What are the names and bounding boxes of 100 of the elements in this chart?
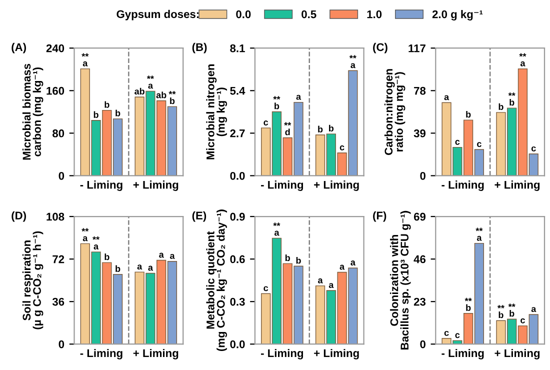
- data-label: ** a: [146, 76, 154, 89]
- data-label: a: [340, 264, 345, 270]
- data-label: b: [318, 126, 323, 132]
- data-label: c: [531, 146, 536, 152]
- x-tick-label: - Liming: [260, 348, 304, 360]
- y-tick-label: 108: [46, 212, 64, 221]
- y-tick-label: 0: [420, 172, 426, 180]
- data-label: ** b: [273, 96, 280, 110]
- y-tick-label: 160: [46, 86, 64, 95]
- data-label: ** b: [168, 91, 176, 104]
- x-tick-label: + Liming: [133, 180, 178, 191]
- data-label: c: [264, 286, 268, 292]
- y-tick-label: 0: [58, 340, 64, 348]
- x-tick-label: + Liming: [314, 180, 359, 191]
- y-tick-label: 36: [52, 298, 64, 306]
- y-tick-label: 46: [414, 255, 426, 264]
- y-tick-label: 23: [414, 298, 426, 306]
- y-tick-label: 117: [408, 44, 426, 52]
- data-label: b: [498, 103, 504, 110]
- data-label: b: [104, 101, 110, 108]
- chart-title: (D): [12, 211, 26, 222]
- data-label: b: [104, 253, 110, 260]
- data-label: a: [296, 94, 302, 100]
- legend-label: 0.0: [236, 10, 251, 18]
- chart-title: (E): [192, 211, 206, 222]
- data-label: c: [455, 140, 460, 145]
- data-label: ** d: [284, 122, 292, 136]
- data-label: c: [477, 142, 482, 148]
- data-label: a: [444, 95, 450, 100]
- data-label: c: [264, 120, 268, 126]
- y-tick-label: 0: [420, 340, 426, 348]
- data-label: a: [531, 307, 536, 312]
- data-label: b: [94, 111, 98, 118]
- data-label: ab: [156, 92, 166, 98]
- chart-title: (F): [373, 211, 386, 222]
- data-label: ** a: [476, 228, 483, 241]
- legend-label: 1.0: [367, 10, 382, 18]
- legend-label: 0.5: [302, 10, 316, 18]
- y-tick-label: 0.0: [230, 172, 245, 180]
- data-label: a: [318, 278, 323, 284]
- data-label: a: [137, 264, 142, 270]
- y-axis-title: Microbial nitrogen (mg kg⁻¹): [206, 64, 228, 160]
- y-tick-label: 240: [46, 44, 64, 52]
- x-tick-label: - Liming: [80, 180, 122, 191]
- data-label: ** a: [349, 55, 356, 68]
- data-label: a: [350, 260, 356, 266]
- data-label: ** a: [273, 222, 280, 236]
- y-tick-label: 0.6: [230, 255, 245, 264]
- x-tick-label: - Liming: [442, 348, 484, 360]
- x-tick-label: - Liming: [260, 180, 304, 191]
- data-label: a: [328, 283, 334, 288]
- data-label: ** b: [508, 304, 516, 317]
- data-label: ** b: [464, 298, 472, 311]
- legend-label: 2.0 g kg⁻¹: [432, 10, 483, 20]
- y-tick-label: 0: [58, 172, 64, 180]
- data-label: ** a: [519, 53, 526, 66]
- y-tick-label: 2.7: [230, 129, 245, 138]
- data-label: c: [444, 330, 449, 336]
- data-label: ** b: [508, 92, 516, 106]
- data-label: b: [116, 110, 120, 116]
- data-label: ** a: [82, 53, 89, 66]
- x-tick-label: + Liming: [494, 348, 540, 360]
- x-tick-label: - Liming: [80, 348, 122, 360]
- x-tick-label: - Liming: [442, 180, 484, 191]
- y-tick-label: 72: [52, 255, 64, 264]
- legend-title: Gypsum doses:: [116, 10, 199, 20]
- data-label: a: [159, 252, 164, 258]
- data-label: ** b: [497, 305, 504, 318]
- y-tick-label: 0.0: [230, 340, 245, 348]
- data-label: b: [328, 124, 334, 132]
- data-label: c: [455, 333, 460, 338]
- y-axis-title: Colonization with Bacillus sp. (x10³ CFU g⁻¹): [390, 210, 411, 350]
- data-label: b: [116, 265, 120, 272]
- y-axis-title: Metabolic quotient (mg C-CO₂ kg⁻¹ CO₂ day⁻¹): [206, 210, 228, 352]
- data-label: ** a: [82, 228, 89, 242]
- y-tick-label: 39: [414, 129, 426, 138]
- y-tick-label: 69: [414, 212, 426, 221]
- chart-title: (C): [373, 42, 388, 54]
- data-label: a: [148, 266, 154, 271]
- y-axis-title: Soil respiration (µ g C-CO₂ g⁻¹ h⁻¹): [22, 231, 44, 330]
- data-label: a: [170, 254, 175, 259]
- y-tick-label: 0.3: [230, 298, 245, 306]
- data-label: b: [285, 254, 290, 262]
- x-tick-label: + Liming: [494, 180, 540, 191]
- chart-title: (B): [192, 42, 207, 54]
- data-label: ** a: [92, 236, 100, 250]
- y-tick-label: 80: [52, 129, 64, 138]
- data-label: c: [520, 318, 525, 324]
- y-tick-label: 0.9: [230, 212, 245, 221]
- data-label: c: [340, 145, 344, 150]
- data-label: b: [296, 257, 301, 264]
- y-tick-label: 78: [414, 86, 426, 95]
- y-tick-label: 8.1: [230, 44, 245, 52]
- x-tick-label: + Liming: [133, 348, 178, 360]
- y-tick-label: 5.4: [230, 87, 246, 95]
- y-axis-title: Carbon:nitrogen ratio (mg mg⁻¹): [384, 69, 406, 155]
- x-tick-label: + Liming: [314, 348, 359, 360]
- data-label: ab: [134, 88, 144, 95]
- chart-title: (A): [12, 42, 26, 54]
- y-axis-title: Microbial biomass carbon (mg kg⁻¹): [22, 64, 44, 160]
